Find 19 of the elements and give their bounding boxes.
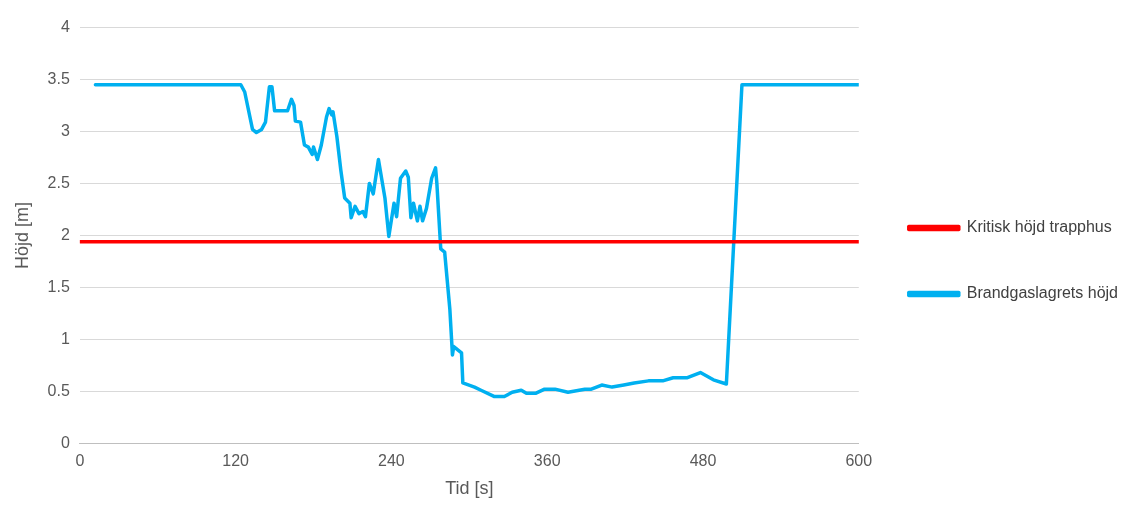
y-tick-label: 1 (60, 329, 70, 347)
y-tick-label: 0.5 (47, 381, 70, 399)
x-tick-label: 480 (689, 452, 717, 470)
y-tick-label: 1.5 (47, 277, 70, 295)
x-tick-label: 600 (845, 452, 873, 470)
legend-label: Kritisk höjd trapphus (966, 218, 1112, 236)
legend-label: Brandgaslagrets höjd (966, 284, 1119, 302)
y-tick-label: 4 (60, 18, 70, 36)
y-tick-label: 0 (60, 433, 70, 451)
y-tick-label: 3.5 (47, 69, 70, 87)
x-tick-label: 120 (222, 452, 250, 470)
x-tick-label: 0 (75, 452, 85, 470)
y-axis-title: Höjd [m] (11, 201, 32, 269)
x-axis-title: Tid [s] (445, 478, 494, 499)
x-tick-label: 360 (533, 452, 561, 470)
x-tick-label: 240 (378, 452, 405, 470)
y-tick-label: 2.5 (47, 173, 70, 191)
y-tick-label: 2 (60, 225, 70, 243)
y-tick-label: 3 (60, 121, 70, 139)
